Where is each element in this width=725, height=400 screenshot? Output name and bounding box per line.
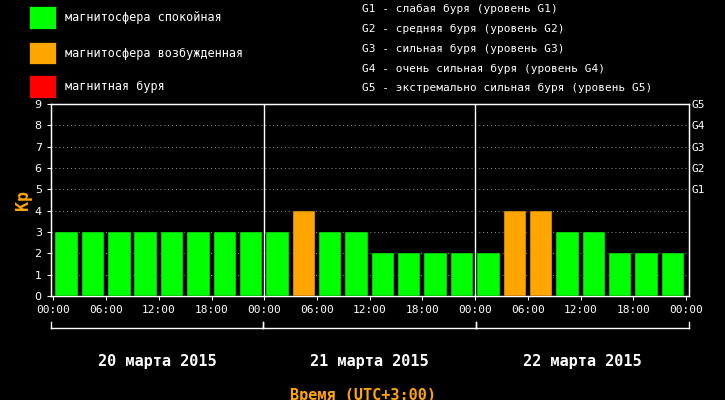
Text: 20 марта 2015: 20 марта 2015: [98, 354, 216, 369]
Text: G2 - средняя буря (уровень G2): G2 - средняя буря (уровень G2): [362, 24, 565, 34]
Bar: [82, 232, 104, 296]
Bar: [424, 253, 447, 296]
Bar: [161, 232, 183, 296]
Bar: [29, 75, 57, 98]
Text: G4 - очень сильная буря (уровень G4): G4 - очень сильная буря (уровень G4): [362, 64, 605, 74]
Bar: [372, 253, 394, 296]
Bar: [293, 211, 315, 296]
Bar: [319, 232, 341, 296]
Bar: [662, 253, 684, 296]
Bar: [609, 253, 631, 296]
Text: магнитная буря: магнитная буря: [65, 80, 165, 93]
Bar: [556, 232, 579, 296]
Bar: [451, 253, 473, 296]
Bar: [240, 232, 262, 296]
Bar: [504, 211, 526, 296]
Text: G5 - экстремально сильная буря (уровень G5): G5 - экстремально сильная буря (уровень …: [362, 83, 652, 93]
Bar: [214, 232, 236, 296]
Text: G1 - слабая буря (уровень G1): G1 - слабая буря (уровень G1): [362, 4, 558, 14]
Y-axis label: Кр: Кр: [14, 190, 32, 210]
Bar: [108, 232, 130, 296]
Bar: [398, 253, 420, 296]
Bar: [635, 253, 658, 296]
Bar: [55, 232, 78, 296]
Text: Время (UTC+3:00): Время (UTC+3:00): [289, 388, 436, 400]
Bar: [187, 232, 210, 296]
Text: G3 - сильная буря (уровень G3): G3 - сильная буря (уровень G3): [362, 44, 565, 54]
Bar: [29, 6, 57, 29]
Bar: [530, 211, 552, 296]
Text: 21 марта 2015: 21 марта 2015: [310, 354, 429, 369]
Bar: [345, 232, 368, 296]
Text: магнитосфера возбужденная: магнитосфера возбужденная: [65, 46, 243, 60]
Bar: [266, 232, 289, 296]
Bar: [477, 253, 500, 296]
Text: 22 марта 2015: 22 марта 2015: [523, 354, 642, 369]
Bar: [583, 232, 605, 296]
Bar: [29, 42, 57, 64]
Text: магнитосфера спокойная: магнитосфера спокойная: [65, 11, 222, 24]
Bar: [134, 232, 157, 296]
